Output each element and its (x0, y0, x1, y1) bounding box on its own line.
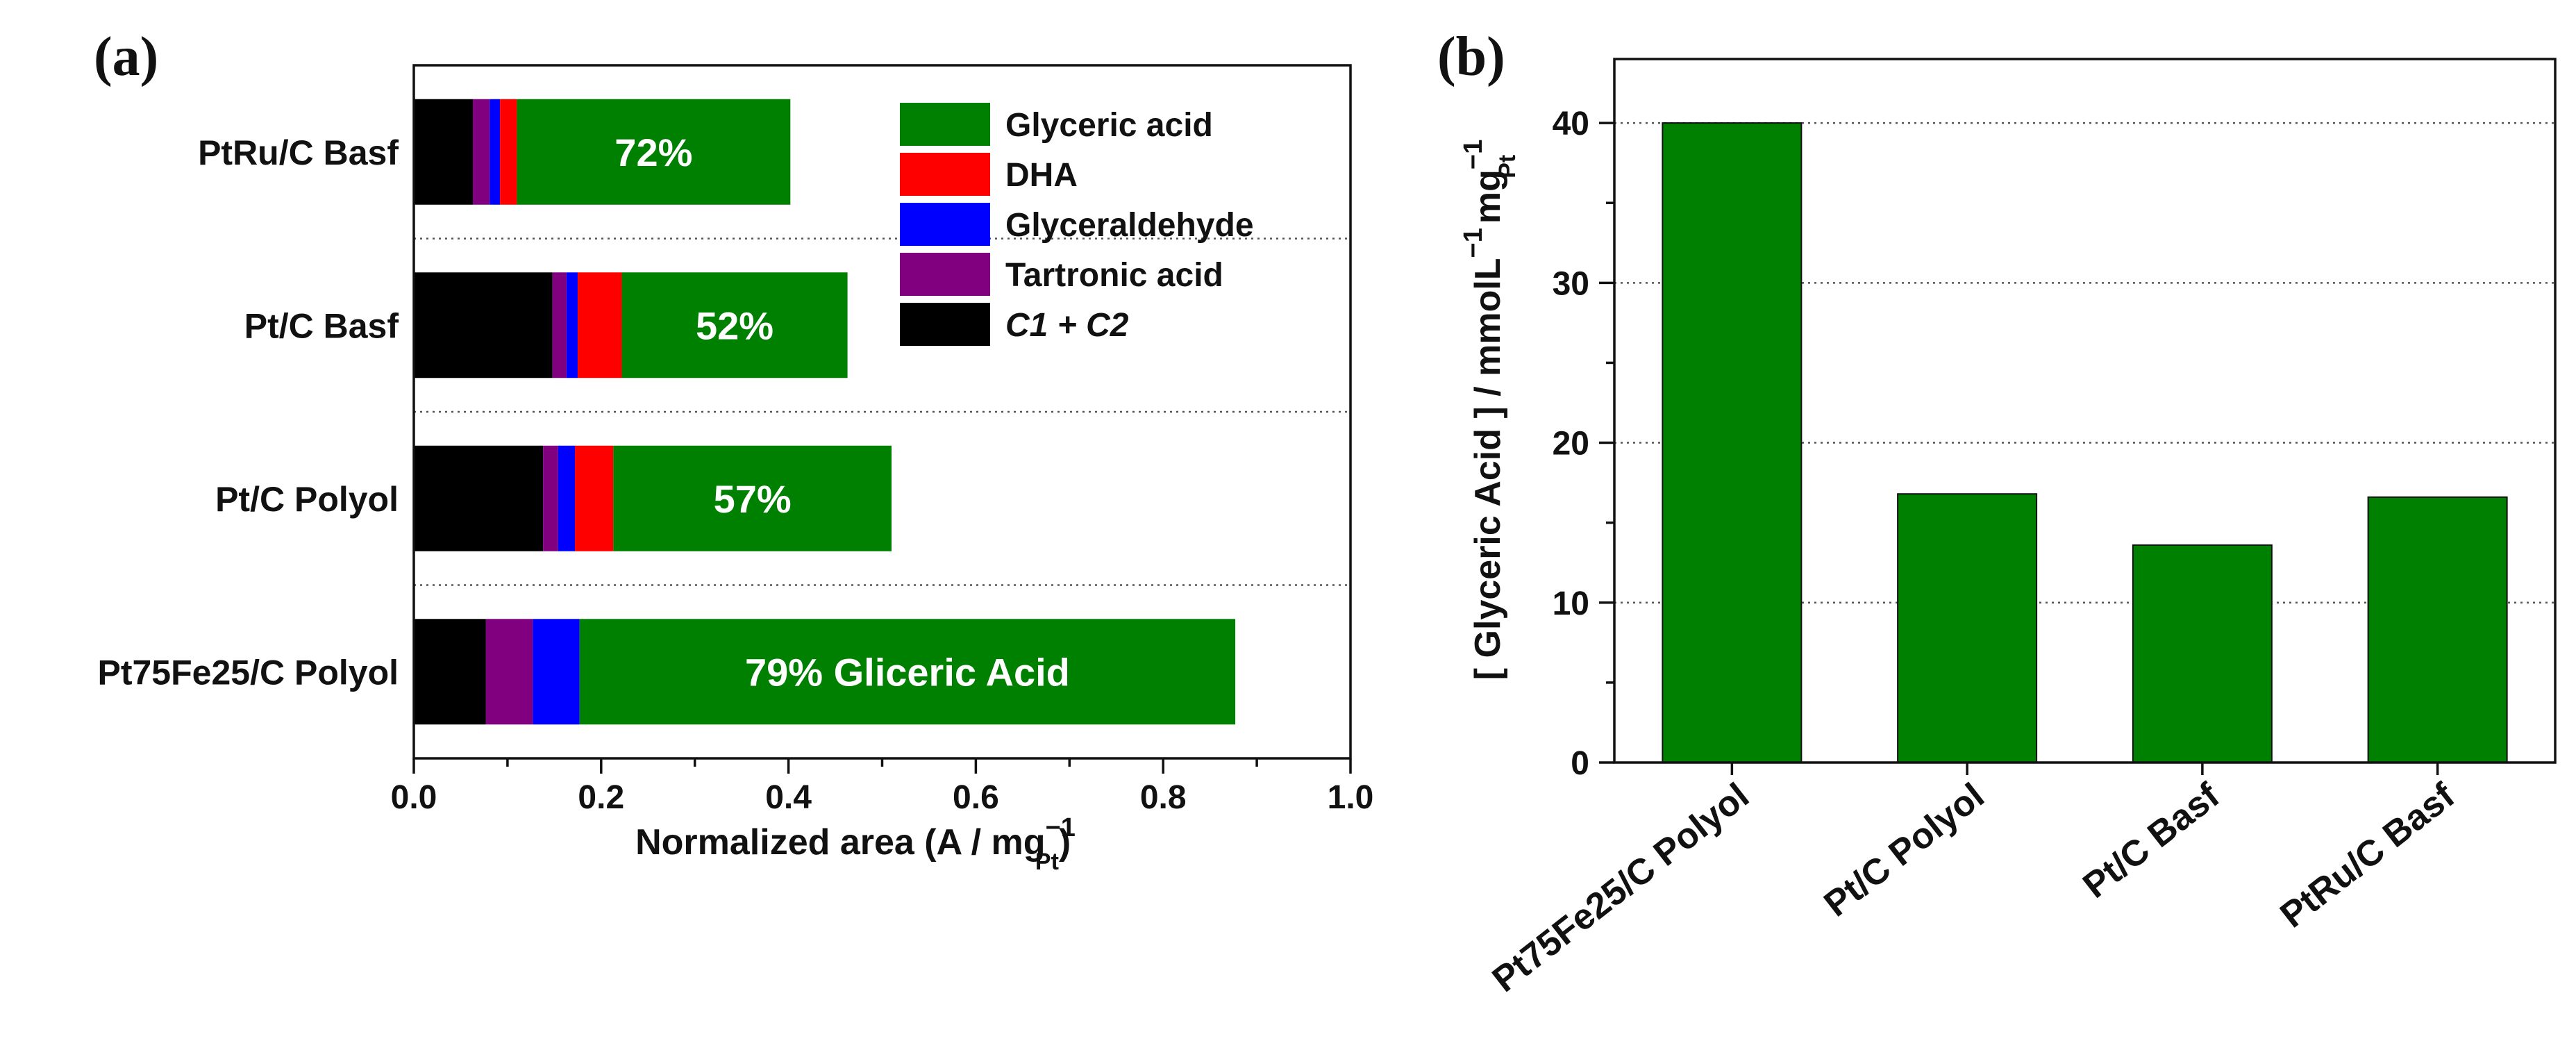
bar-segment (414, 445, 544, 551)
panel-a-x-axis-label: Normalized area (A / mg−1 Pt) (635, 813, 1076, 875)
legend-label: Tartronic acid (1005, 257, 1223, 294)
x-tick-label: 0.8 (1140, 779, 1187, 816)
legend-label: Glyceraldehyde (1005, 207, 1254, 244)
bar-segment (579, 619, 1236, 725)
bar (1897, 493, 2038, 764)
bar-segment (543, 445, 558, 551)
bar-segment (485, 619, 533, 725)
bar (1662, 122, 1803, 764)
bar (2132, 544, 2273, 764)
legend-swatch (900, 253, 990, 296)
y-tick-label: 10 (1553, 585, 1589, 622)
y-tick-label: 0 (1571, 745, 1589, 782)
bar-segment (517, 99, 791, 205)
bar-segment (533, 619, 580, 725)
panel-a-axes-frame (412, 64, 1352, 760)
y-tick-label: 30 (1553, 265, 1589, 302)
bar-segment (414, 99, 473, 205)
x-tick-label: 0.6 (953, 779, 999, 816)
bar-segment (578, 272, 622, 378)
bar-percentage-label: 72% (614, 131, 692, 174)
panel-b: (b) 0 10 20 30 40 Pt75Fe25/C Polyol Pt/C Poly… (1437, 26, 2557, 1000)
panel-b-axes-frame (1613, 58, 2557, 764)
category-label: Pt/C Polyol (215, 480, 399, 519)
legend-swatch (900, 153, 990, 196)
legend-swatch (900, 203, 990, 246)
legend-label: DHA (1005, 157, 1078, 194)
bar-segment (621, 272, 848, 378)
panel-a-label: (a) (94, 26, 158, 88)
bar-segment (558, 445, 576, 551)
category-label: PtRu/C Basf (2273, 775, 2463, 935)
panel-a-legend: Glyceric acid DHA Glyceraldehyde Tartronic … (900, 103, 1254, 346)
category-label: Pt75Fe25/C Polyol (1485, 776, 1757, 1000)
category-label: Pt/C Basf (2075, 775, 2227, 906)
panel-b-label: (b) (1437, 26, 1505, 88)
bar-percentage-label: 57% (714, 477, 792, 521)
panel-a: (a) 72% 52% 57% 79% Gliceric Acid PtRu/C Ba… (94, 26, 1373, 875)
category-label: Pt75Fe25/C Polyol (98, 653, 399, 692)
bar-segment (490, 99, 501, 205)
legend-label: C1 + C2 (1005, 307, 1129, 344)
legend-label: Glyceric acid (1005, 107, 1213, 144)
category-label: PtRu/C Basf (198, 133, 399, 172)
bar-segment (414, 619, 486, 725)
legend-swatch (900, 303, 990, 346)
bar-segment (472, 99, 490, 205)
bar-segment (552, 272, 567, 378)
category-label: Pt/C Basf (244, 306, 399, 345)
y-tick-label: 20 (1553, 426, 1589, 463)
x-tick-label: 0.2 (578, 779, 624, 816)
bar-segment (613, 445, 892, 551)
bar (2367, 496, 2508, 764)
bar-segment (566, 272, 578, 378)
panel-b-y-axis-label: [ Glyceric Acid ] / mmolL−1mg−1 Pt (1459, 140, 1521, 680)
category-label: Pt/C Polyol (1817, 776, 1992, 925)
bar-segment (575, 445, 614, 551)
x-tick-label: 0.4 (765, 779, 812, 816)
x-tick-label: 1.0 (1328, 779, 1374, 816)
x-tick-label: 0.0 (391, 779, 437, 816)
bar-segment (500, 99, 517, 205)
bar-segment (414, 272, 553, 378)
y-tick-label: 40 (1553, 106, 1589, 142)
bar-percentage-label: 52% (696, 303, 773, 347)
bar-percentage-label: 79% Gliceric Acid (745, 650, 1070, 694)
legend-swatch (900, 103, 990, 146)
